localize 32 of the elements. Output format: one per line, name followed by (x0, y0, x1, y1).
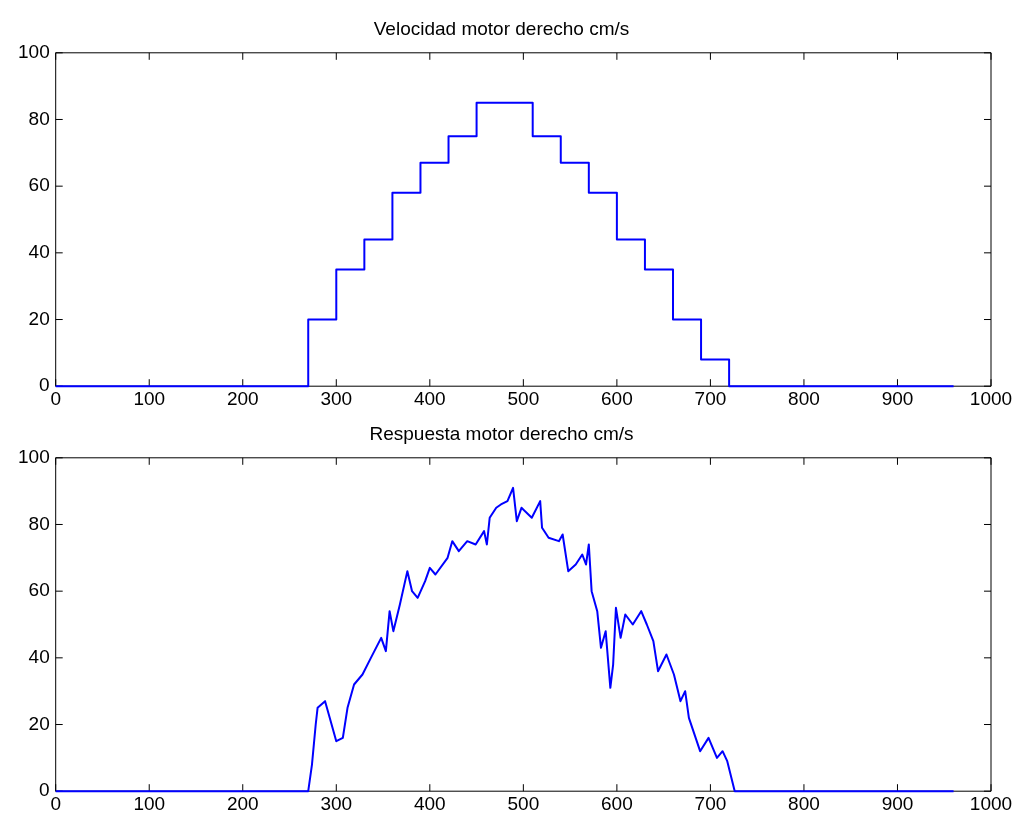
x-tick-label: 700 (694, 387, 727, 409)
chart-title: Respuesta motor derecho cm/s (369, 422, 634, 444)
x-tick-label: 600 (601, 792, 633, 814)
y-tick-label: 100 (18, 41, 50, 63)
x-tick-label: 900 (881, 792, 914, 814)
y-tick-label: 80 (28, 107, 50, 129)
x-tick-label: 1000 (969, 792, 1013, 814)
y-tick-label: 100 (18, 446, 50, 468)
y-tick-label: 40 (28, 241, 50, 263)
x-tick-label: 1000 (969, 387, 1013, 409)
x-tick-label: 800 (788, 792, 820, 814)
x-tick-label: 300 (320, 387, 353, 409)
x-tick-label: 200 (226, 792, 259, 814)
y-tick-label: 20 (28, 307, 50, 329)
x-tick-label: 100 (133, 792, 166, 814)
x-tick-label: 900 (881, 387, 914, 409)
x-tick-label: 400 (413, 792, 446, 814)
y-tick-label: 20 (28, 712, 50, 734)
x-tick-label: 600 (601, 387, 633, 409)
y-tick-label: 60 (28, 174, 50, 196)
x-tick-label: 500 (507, 792, 540, 814)
x-tick-label: 700 (694, 792, 727, 814)
x-tick-label: 200 (226, 387, 259, 409)
x-tick-label: 300 (320, 792, 353, 814)
x-tick-label: 400 (413, 387, 446, 409)
x-tick-label: 100 (133, 387, 166, 409)
y-tick-label: 40 (28, 646, 50, 668)
y-tick-label: 80 (28, 512, 50, 534)
chart-title: Velocidad motor derecho cm/s (373, 17, 630, 39)
x-tick-label: 800 (788, 387, 820, 409)
x-tick-label: 500 (507, 387, 540, 409)
y-tick-label: 60 (28, 579, 50, 601)
